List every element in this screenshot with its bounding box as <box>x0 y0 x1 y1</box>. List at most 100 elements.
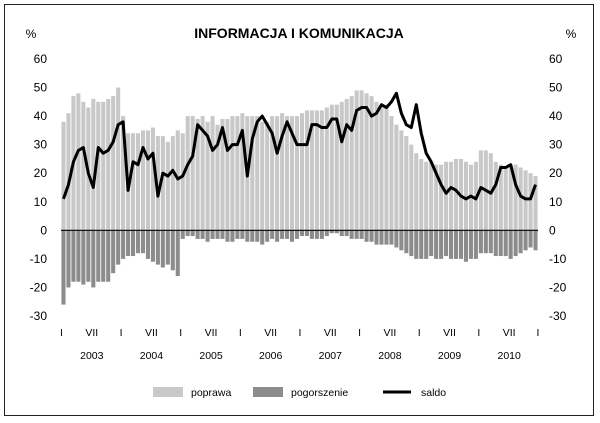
bar-pogorszenie <box>444 230 449 257</box>
y-tick-label-right: -30 <box>549 309 567 323</box>
bar-pogorszenie <box>160 230 165 268</box>
y-unit-right: % <box>566 27 577 41</box>
bar-pogorszenie <box>81 230 86 285</box>
bar-pogorszenie <box>180 230 185 239</box>
bar-poprawa <box>235 116 240 231</box>
y-tick-label-left: 60 <box>34 52 48 66</box>
bar-poprawa <box>220 118 225 231</box>
bar-pogorszenie <box>488 230 493 254</box>
legend-label-saldo: saldo <box>421 387 446 399</box>
bar-pogorszenie <box>503 230 508 257</box>
bar-poprawa <box>444 161 449 231</box>
bar-pogorszenie <box>140 230 146 254</box>
legend-swatch-poprawa <box>153 387 183 397</box>
x-year-label: 2005 <box>199 350 223 362</box>
legend-label-poprawa: poprawa <box>191 387 231 399</box>
bar-poprawa <box>294 116 300 231</box>
y-tick-label-left: 40 <box>34 109 48 123</box>
bar-pogorszenie <box>150 230 155 262</box>
bar-poprawa <box>314 110 319 231</box>
x-month-label: VII <box>443 327 456 339</box>
x-month-label: I <box>120 327 123 339</box>
bar-pogorszenie <box>205 230 210 242</box>
bar-pogorszenie <box>265 230 270 242</box>
bar-poprawa <box>205 121 210 231</box>
x-year-label: 2008 <box>378 350 402 362</box>
bar-pogorszenie <box>225 230 230 242</box>
bar-poprawa <box>270 116 275 231</box>
bar-poprawa <box>309 110 314 231</box>
bar-pogorszenie <box>299 230 305 237</box>
x-month-label: VII <box>384 327 397 339</box>
bar-poprawa <box>374 101 379 231</box>
bar-pogorszenie <box>86 230 91 282</box>
bar-pogorszenie <box>483 230 488 254</box>
series-pogorszenie <box>61 230 538 305</box>
y-tick-label-left: 30 <box>34 138 48 152</box>
bar-pogorszenie <box>255 230 260 242</box>
bar-poprawa <box>185 116 190 231</box>
y-tick-label-right: 0 <box>549 223 556 237</box>
bar-poprawa <box>76 93 81 231</box>
bar-poprawa <box>399 130 404 231</box>
bar-poprawa <box>344 98 349 231</box>
x-month-label: I <box>537 327 540 339</box>
bar-pogorszenie <box>170 230 175 271</box>
bar-poprawa <box>394 124 399 231</box>
legend-label-pogorszenie: pogorszenie <box>291 387 348 399</box>
x-axis: I VII 2003 I VII 2004 I VII 2005 I VII 2006 I VII 2007… <box>60 327 539 362</box>
x-month-label: I <box>418 327 421 339</box>
y-axis-ticks: -30 -30 -20 -20 -10 -10 0 0 10 10 20 20 30 30 40 40 50 50… <box>30 52 567 323</box>
bar-poprawa <box>160 136 165 231</box>
series-poprawa <box>61 87 538 231</box>
bar-pogorszenie <box>290 230 295 242</box>
bar-pogorszenie <box>439 230 444 259</box>
bar-poprawa <box>364 93 369 231</box>
bar-poprawa <box>498 164 503 231</box>
bar-poprawa <box>61 121 66 231</box>
bar-poprawa <box>463 161 468 231</box>
bar-poprawa <box>121 116 126 231</box>
bar-pogorszenie <box>260 230 265 245</box>
legend-swatch-pogorszenie <box>253 387 283 397</box>
y-tick-label-right: -20 <box>549 280 567 294</box>
bar-poprawa <box>290 116 295 231</box>
bar-poprawa <box>260 121 265 231</box>
bar-poprawa <box>414 153 419 231</box>
bar-poprawa <box>170 136 175 231</box>
bar-pogorszenie <box>275 230 280 242</box>
bar-poprawa <box>180 133 185 231</box>
bar-pogorszenie <box>76 230 81 282</box>
bar-pogorszenie <box>339 230 344 237</box>
bar-pogorszenie <box>364 230 369 242</box>
x-month-label: I <box>477 327 480 339</box>
bar-poprawa <box>111 96 116 231</box>
x-month-label: I <box>299 327 302 339</box>
x-month-label: I <box>239 327 242 339</box>
bar-poprawa <box>324 107 329 231</box>
bar-pogorszenie <box>379 230 384 245</box>
bar-pogorszenie <box>210 230 215 239</box>
y-tick-label-right: 60 <box>549 52 563 66</box>
bar-pogorszenie <box>458 230 464 259</box>
bar-pogorszenie <box>429 230 434 257</box>
bar-poprawa <box>493 161 498 231</box>
y-tick-label-right: 10 <box>549 195 563 209</box>
bar-pogorszenie <box>319 230 324 239</box>
bar-pogorszenie <box>334 230 339 234</box>
bar-pogorszenie <box>453 230 459 259</box>
bar-poprawa <box>91 98 96 231</box>
bar-pogorszenie <box>91 230 96 288</box>
bar-poprawa <box>349 96 354 231</box>
x-month-label: VII <box>205 327 218 339</box>
bar-poprawa <box>299 113 305 231</box>
bar-poprawa <box>319 110 324 231</box>
bar-poprawa <box>250 116 255 231</box>
y-tick-label-left: 10 <box>34 195 48 209</box>
bar-pogorszenie <box>473 230 478 259</box>
bar-poprawa <box>533 176 538 231</box>
bar-pogorszenie <box>235 230 240 239</box>
bar-poprawa <box>439 164 444 231</box>
bar-poprawa <box>131 133 136 231</box>
y-tick-label-right: 40 <box>549 109 563 123</box>
